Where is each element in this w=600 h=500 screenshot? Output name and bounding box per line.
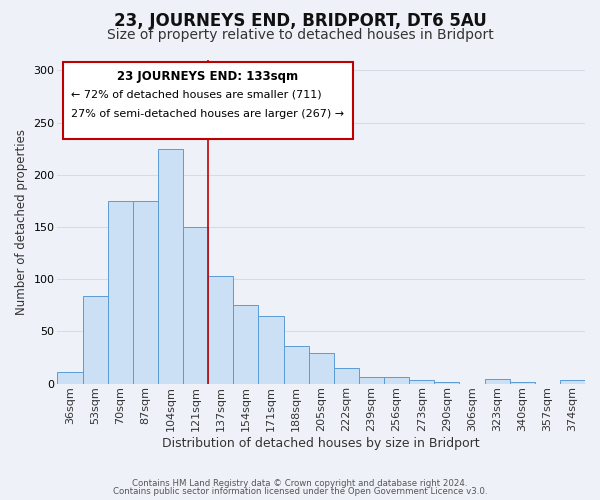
Text: Contains public sector information licensed under the Open Government Licence v3: Contains public sector information licen… [113, 487, 487, 496]
FancyBboxPatch shape [63, 62, 353, 140]
Text: Size of property relative to detached houses in Bridport: Size of property relative to detached ho… [107, 28, 493, 42]
Bar [560, 380, 585, 384]
Bar [409, 380, 434, 384]
Bar [233, 306, 259, 384]
X-axis label: Distribution of detached houses by size in Bridport: Distribution of detached houses by size … [163, 437, 480, 450]
Bar [334, 368, 359, 384]
Y-axis label: Number of detached properties: Number of detached properties [15, 129, 28, 315]
Bar [384, 378, 409, 384]
Text: ← 72% of detached houses are smaller (711): ← 72% of detached houses are smaller (71… [71, 89, 321, 99]
Bar [108, 201, 133, 384]
Bar [208, 276, 233, 384]
Bar [259, 316, 284, 384]
Text: 23 JOURNEYS END: 133sqm: 23 JOURNEYS END: 133sqm [117, 70, 298, 82]
Bar [284, 346, 308, 384]
Bar [308, 354, 334, 384]
Bar [509, 382, 535, 384]
Bar [434, 382, 460, 384]
Text: Contains HM Land Registry data © Crown copyright and database right 2024.: Contains HM Land Registry data © Crown c… [132, 478, 468, 488]
Bar [83, 296, 108, 384]
Bar [133, 201, 158, 384]
Text: 27% of semi-detached houses are larger (267) →: 27% of semi-detached houses are larger (… [71, 108, 344, 118]
Text: 23, JOURNEYS END, BRIDPORT, DT6 5AU: 23, JOURNEYS END, BRIDPORT, DT6 5AU [113, 12, 487, 30]
Bar [58, 372, 83, 384]
Bar [485, 380, 509, 384]
Bar [183, 227, 208, 384]
Bar [158, 148, 183, 384]
Bar [359, 378, 384, 384]
